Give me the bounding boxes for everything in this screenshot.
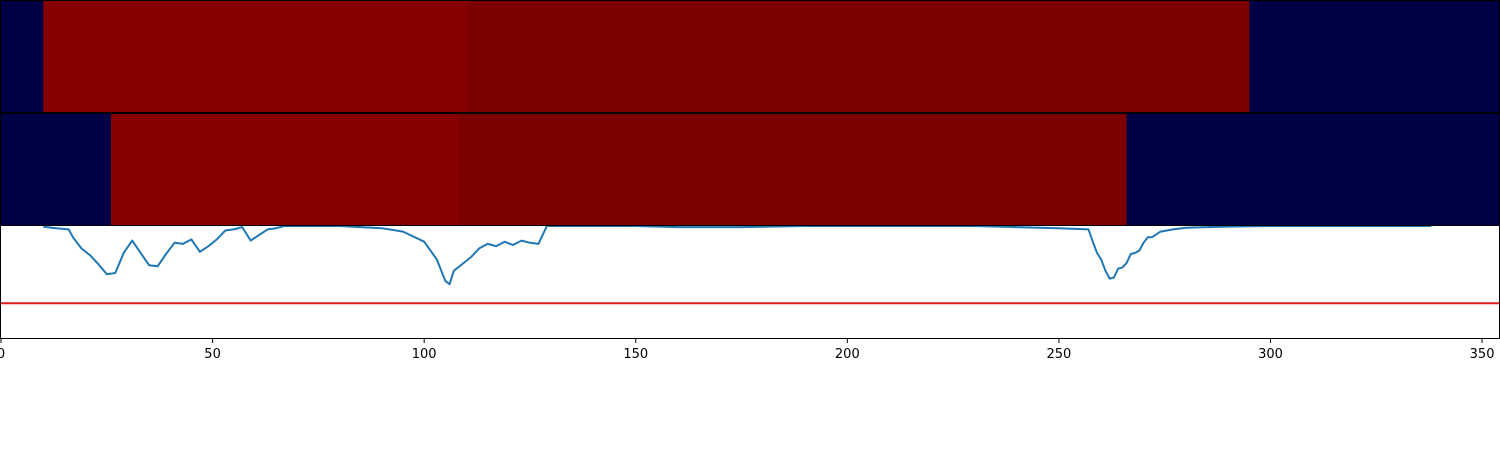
heatmap-cell-2-2 [111,114,459,225]
heatmap-cell-2-3 [458,114,1128,225]
heatmap-cell-1-4 [1249,1,1500,112]
x-tick-label: 300 [1258,347,1283,362]
x-tick-label: 0 [0,347,5,362]
x-axis: 0 50 100 150 200 250 300 350 [0,338,1494,362]
series-line-1 [43,226,1432,286]
middle-heatmap-strip [0,113,1500,226]
x-tick-label: 200 [835,347,860,362]
heatmap-cell-2-4 [1126,114,1500,225]
x-tick-label: 250 [1046,347,1071,362]
x-tick-label: 50 [204,347,221,362]
x-tick-label: 100 [412,347,437,362]
heatmap-cell-1-1 [1,1,44,112]
top-heatmap-strip [0,0,1500,113]
line-chart-panel [0,226,1500,339]
x-tick-label: 350 [1470,347,1495,362]
heatmap-cell-2-1 [1,114,112,225]
heatmap-cell-1-2 [43,1,467,112]
x-tick-label: 150 [623,347,648,362]
heatmap-cell-1-3 [466,1,1250,112]
